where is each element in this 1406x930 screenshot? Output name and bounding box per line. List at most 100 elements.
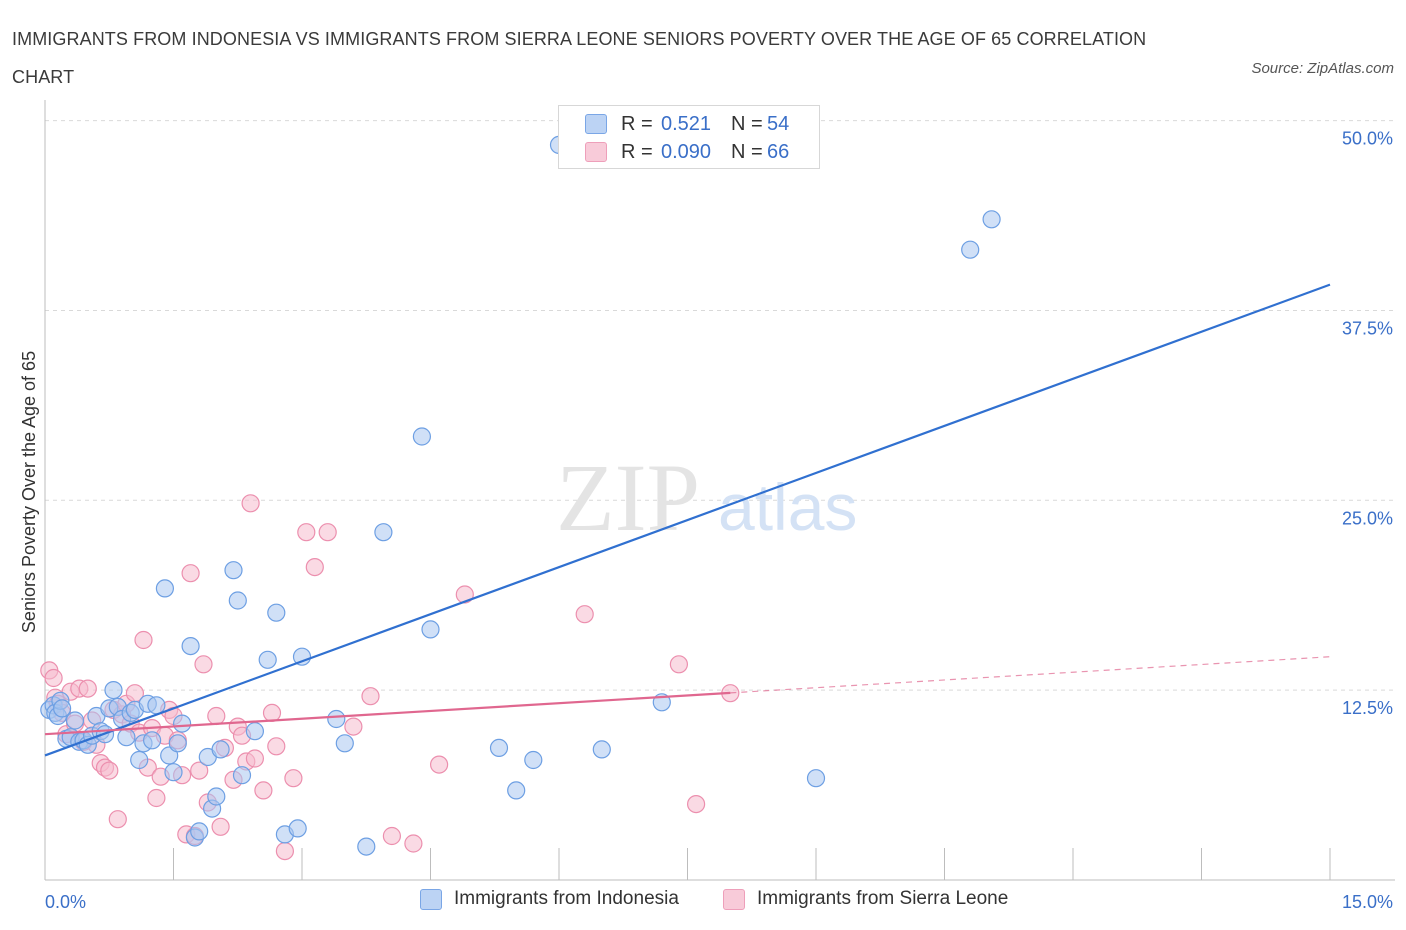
indonesia-point bbox=[190, 822, 209, 841]
indonesia-point bbox=[335, 734, 354, 753]
indonesia-point bbox=[143, 731, 162, 750]
indonesia-point bbox=[228, 591, 247, 610]
sierra-leone-point bbox=[44, 668, 63, 688]
indonesia-point bbox=[806, 769, 826, 788]
sierra-leone-point bbox=[575, 605, 594, 624]
trend-line bbox=[44, 283, 1331, 757]
legend-label: Immigrants from Indonesia bbox=[454, 888, 679, 909]
indonesia-swatch bbox=[420, 888, 442, 910]
indonesia-point bbox=[224, 561, 243, 580]
indonesia-point bbox=[164, 763, 183, 782]
trend-line-extension bbox=[730, 656, 1331, 694]
sierra-leone-swatch bbox=[723, 888, 745, 910]
y-tick-labels: 12.5% 25.0% 37.5% 50.0% bbox=[1342, 129, 1393, 719]
x-tick-label: 0.0% bbox=[45, 892, 86, 912]
indonesia-point bbox=[207, 787, 226, 806]
indonesia-point bbox=[961, 240, 980, 259]
sierra-leone-point bbox=[241, 494, 260, 513]
y-tick-label: 25.0% bbox=[1342, 508, 1393, 528]
sierra-leone-point bbox=[361, 687, 380, 706]
sierra-leone-point bbox=[245, 749, 264, 768]
indonesia-point bbox=[147, 696, 166, 715]
sierra-leone-point bbox=[275, 841, 294, 861]
indonesia-point bbox=[52, 699, 72, 718]
sierra-leone-swatch bbox=[585, 142, 607, 162]
sierra-leone-point bbox=[78, 679, 97, 698]
sierra-leone-point bbox=[430, 755, 449, 774]
series-legend: Immigrants from Indonesia Immigrants fro… bbox=[0, 888, 1406, 918]
indonesia-point bbox=[592, 740, 611, 759]
n-label: N = bbox=[731, 140, 763, 163]
watermark: ZIP atlas bbox=[556, 444, 857, 551]
indonesia-point bbox=[288, 819, 307, 838]
sierra-leone-point bbox=[100, 761, 119, 780]
indonesia-point bbox=[292, 647, 312, 666]
indonesia-point bbox=[155, 579, 174, 598]
indonesia-point bbox=[327, 709, 346, 729]
indonesia-point bbox=[357, 837, 376, 856]
sierra-leone-point bbox=[305, 557, 324, 577]
sierra-leone-point bbox=[382, 826, 401, 846]
indonesia-point bbox=[374, 523, 393, 542]
r-value: 0.090 bbox=[661, 140, 712, 163]
indonesia-point bbox=[507, 781, 526, 800]
indonesia-point bbox=[181, 636, 200, 656]
data-points bbox=[40, 135, 1001, 861]
trend-lines bbox=[44, 283, 1331, 757]
sierra-leone-point bbox=[211, 817, 230, 836]
sierra-leone-point bbox=[455, 585, 474, 604]
indonesia-point bbox=[232, 766, 252, 785]
indonesia-point bbox=[258, 650, 277, 669]
indonesia-point bbox=[173, 714, 192, 733]
sierra-leone-point bbox=[318, 523, 337, 542]
trend-line bbox=[44, 691, 731, 736]
r-value: 0.521 bbox=[661, 112, 712, 135]
indonesia-point bbox=[117, 728, 136, 747]
x-tick-labels: 0.0% 15.0% bbox=[45, 892, 1393, 912]
legend-row-sierra-leone: R = 0.090 N = 66 bbox=[585, 140, 789, 164]
indonesia-point bbox=[412, 427, 431, 446]
axes bbox=[44, 100, 1395, 881]
grid-lines bbox=[45, 120, 1395, 691]
sierra-leone-point bbox=[190, 761, 209, 780]
legend-label: Immigrants from Sierra Leone bbox=[757, 888, 1009, 909]
indonesia-swatch bbox=[585, 114, 607, 134]
sierra-leone-point bbox=[297, 523, 316, 542]
indonesia-point bbox=[168, 734, 187, 753]
watermark-atlas: atlas bbox=[718, 470, 857, 544]
r-label: R = bbox=[621, 140, 653, 163]
chart-source: Source: ZipAtlas.com bbox=[1251, 60, 1394, 77]
x-tick-label: 15.0% bbox=[1342, 892, 1393, 912]
sierra-leone-point bbox=[344, 717, 363, 736]
indonesia-point bbox=[982, 210, 1001, 229]
sierra-leone-point bbox=[254, 781, 273, 800]
chart-title: IMMIGRANTS FROM INDONESIA VS IMMIGRANTS … bbox=[12, 29, 1147, 87]
watermark-zip: ZIP bbox=[556, 444, 700, 551]
n-label: N = bbox=[731, 112, 763, 135]
correlation-legend: R = 0.521 N = 54 R = 0.090 N = 66 bbox=[558, 105, 820, 169]
sierra-leone-point bbox=[669, 655, 689, 674]
sierra-leone-point bbox=[262, 703, 282, 723]
indonesia-point bbox=[211, 740, 230, 759]
legend-item-indonesia[interactable]: Immigrants from Indonesia bbox=[420, 888, 679, 910]
sierra-leone-point bbox=[194, 655, 213, 674]
indonesia-point bbox=[421, 620, 440, 639]
sierra-leone-point bbox=[267, 737, 286, 756]
sierra-leone-point bbox=[181, 564, 200, 583]
sierra-leone-point bbox=[134, 630, 153, 650]
sierra-leone-point bbox=[284, 769, 303, 788]
y-tick-label: 37.5% bbox=[1342, 318, 1393, 338]
indonesia-point bbox=[245, 722, 264, 741]
y-tick-label: 50.0% bbox=[1342, 129, 1393, 149]
indonesia-point bbox=[524, 750, 543, 770]
r-label: R = bbox=[621, 112, 653, 135]
indonesia-point bbox=[489, 738, 509, 758]
sierra-leone-point bbox=[207, 706, 226, 726]
n-value: 66 bbox=[767, 140, 790, 163]
sierra-leone-point bbox=[147, 788, 166, 808]
indonesia-point bbox=[104, 680, 123, 700]
sierra-leone-point bbox=[108, 810, 127, 829]
indonesia-point bbox=[267, 603, 286, 622]
legend-item-sierra-leone[interactable]: Immigrants from Sierra Leone bbox=[723, 888, 1008, 910]
